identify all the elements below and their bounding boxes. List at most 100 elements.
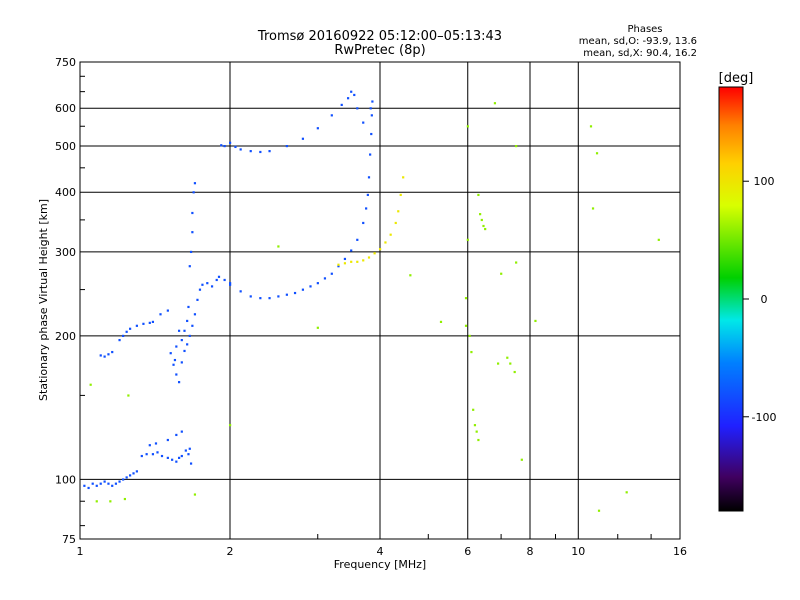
data-point bbox=[171, 458, 174, 461]
data-point bbox=[95, 500, 98, 503]
data-point bbox=[229, 424, 232, 427]
x-tick-label: 4 bbox=[377, 545, 384, 558]
data-point bbox=[249, 150, 252, 153]
data-point bbox=[151, 453, 155, 456]
data-point bbox=[206, 282, 209, 285]
data-point bbox=[95, 484, 98, 487]
data-point bbox=[129, 327, 132, 330]
data-point bbox=[369, 107, 372, 110]
data-point bbox=[350, 260, 353, 263]
data-point bbox=[464, 324, 468, 327]
data-point bbox=[515, 261, 518, 264]
data-point bbox=[111, 484, 114, 487]
data-point bbox=[166, 309, 169, 312]
data-point bbox=[475, 430, 478, 433]
data-point bbox=[356, 260, 359, 263]
data-point bbox=[625, 491, 628, 494]
data-point bbox=[183, 329, 186, 332]
data-point bbox=[89, 383, 92, 386]
data-point bbox=[122, 478, 125, 481]
data-point bbox=[301, 288, 305, 291]
data-point bbox=[180, 361, 183, 364]
data-point bbox=[191, 211, 194, 215]
data-point bbox=[477, 438, 480, 442]
data-point bbox=[389, 233, 392, 236]
data-point bbox=[239, 290, 242, 293]
data-point bbox=[464, 297, 468, 300]
data-point bbox=[193, 493, 197, 496]
y-tick-label: 75 bbox=[62, 533, 76, 546]
colorbar-tick-label: -100 bbox=[752, 411, 777, 424]
x-tick-label: 8 bbox=[527, 545, 534, 558]
x-tick-label: 6 bbox=[464, 545, 471, 558]
data-point bbox=[285, 293, 288, 296]
data-point bbox=[468, 334, 471, 338]
data-point bbox=[184, 449, 187, 452]
data-point bbox=[277, 245, 280, 248]
data-point bbox=[394, 221, 397, 225]
data-point bbox=[125, 476, 128, 479]
data-point bbox=[173, 358, 177, 362]
stats-x-line: mean, sd,X: 90.4, 16.2 bbox=[583, 48, 697, 59]
data-point bbox=[506, 356, 509, 359]
data-point bbox=[91, 482, 94, 485]
data-point bbox=[473, 424, 477, 427]
colorbar-label: [deg] bbox=[719, 71, 754, 86]
data-point bbox=[466, 238, 469, 241]
data-point bbox=[397, 210, 400, 213]
data-point bbox=[350, 90, 353, 93]
data-point bbox=[188, 334, 191, 338]
y-tick-label: 600 bbox=[55, 102, 76, 115]
data-point bbox=[103, 480, 106, 483]
data-point bbox=[223, 144, 226, 148]
data-point bbox=[188, 447, 191, 450]
data-point bbox=[370, 114, 373, 117]
colorbar bbox=[718, 86, 744, 512]
data-point bbox=[500, 272, 503, 275]
data-point bbox=[223, 278, 226, 282]
data-point bbox=[114, 482, 118, 485]
data-point bbox=[268, 297, 271, 300]
chart-subtitle: RwPretec (8p) bbox=[334, 43, 425, 58]
data-point bbox=[470, 350, 473, 354]
data-point bbox=[371, 100, 374, 103]
data-point bbox=[177, 329, 181, 332]
x-tick-label: 10 bbox=[571, 545, 585, 558]
data-point bbox=[657, 238, 660, 241]
data-point bbox=[367, 256, 371, 259]
data-point bbox=[186, 343, 189, 346]
data-point bbox=[365, 207, 368, 210]
data-point bbox=[259, 297, 262, 300]
data-point bbox=[323, 277, 327, 280]
data-point bbox=[484, 227, 487, 231]
data-point bbox=[356, 107, 359, 110]
data-point bbox=[215, 278, 218, 282]
data-point bbox=[472, 408, 475, 411]
data-point bbox=[210, 285, 214, 288]
data-point bbox=[217, 275, 221, 278]
data-point bbox=[373, 252, 376, 255]
data-point bbox=[346, 97, 350, 100]
data-point bbox=[356, 238, 359, 241]
data-point bbox=[220, 144, 223, 147]
data-point bbox=[370, 132, 373, 136]
chart-title: Tromsø 20160922 05:12:00–05:13:43 bbox=[257, 29, 502, 44]
data-point bbox=[340, 103, 343, 107]
data-point bbox=[111, 350, 114, 354]
data-point bbox=[316, 326, 319, 329]
data-point bbox=[175, 433, 178, 437]
data-point bbox=[343, 257, 347, 261]
data-point bbox=[193, 182, 197, 185]
y-tick-label: 200 bbox=[55, 330, 76, 343]
data-point bbox=[166, 456, 169, 459]
data-point bbox=[189, 250, 193, 254]
data-point bbox=[439, 320, 443, 323]
data-point bbox=[122, 334, 125, 338]
data-point bbox=[87, 486, 90, 490]
data-point bbox=[156, 451, 159, 454]
data-point bbox=[201, 283, 204, 286]
data-point bbox=[145, 453, 148, 456]
data-point bbox=[193, 313, 197, 316]
data-point bbox=[482, 224, 485, 228]
axis-ticks: 1 2 4 6 8 10 16 75 100 200 300 400 500 600 750 bbox=[55, 56, 687, 558]
